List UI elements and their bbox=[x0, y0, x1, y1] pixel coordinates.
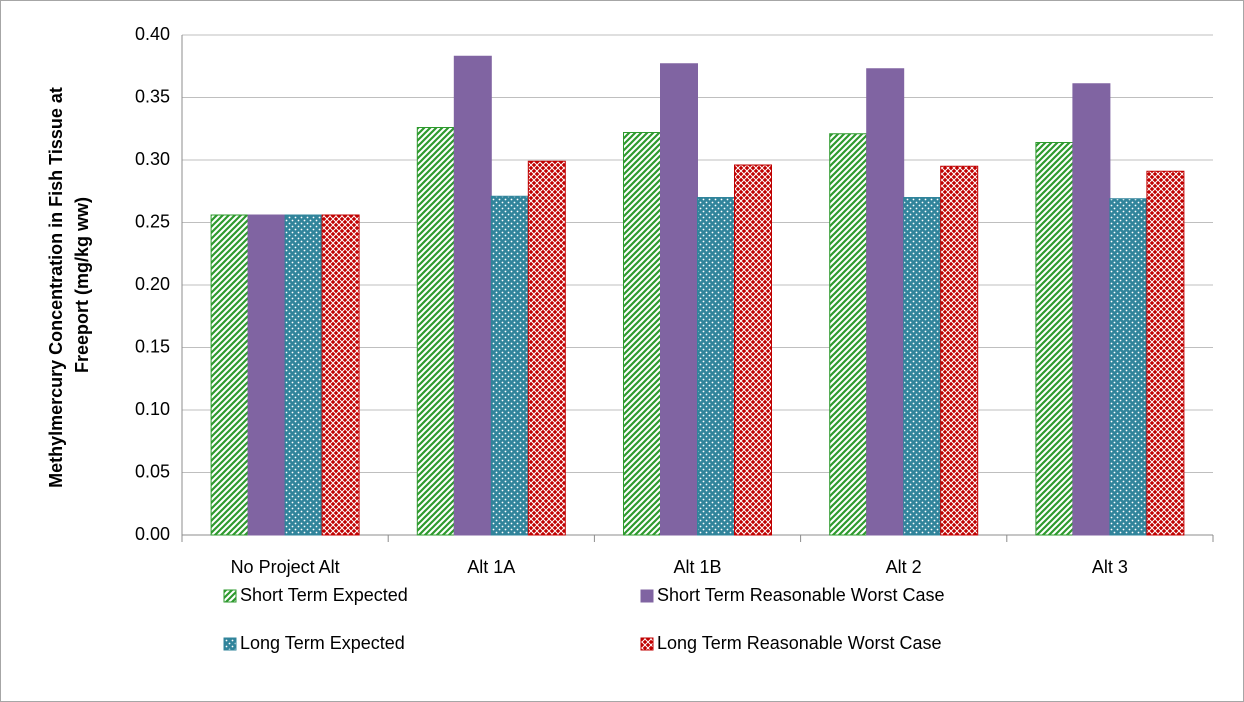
y-tick-label: 0.10 bbox=[135, 399, 170, 419]
y-axis-label-line: Methylmercury Concentration in Fish Tiss… bbox=[46, 87, 66, 488]
bar bbox=[1109, 198, 1148, 536]
legend-swatch bbox=[640, 637, 654, 651]
x-tick-label: Alt 3 bbox=[1092, 557, 1128, 577]
y-axis-label-line: Freeport (mg/kg ww) bbox=[72, 197, 92, 373]
y-tick-label: 0.35 bbox=[135, 86, 170, 106]
legend-label: Long Term Reasonable Worst Case bbox=[657, 633, 941, 653]
bar bbox=[734, 164, 772, 536]
y-tick-label: 0.00 bbox=[135, 524, 170, 544]
legend-swatch bbox=[223, 589, 237, 603]
legend-label: Short Term Reasonable Worst Case bbox=[657, 585, 944, 605]
bar bbox=[1146, 170, 1185, 536]
bar bbox=[490, 195, 529, 536]
bar bbox=[527, 160, 566, 536]
x-tick-label: Alt 1A bbox=[467, 557, 515, 577]
bar bbox=[697, 197, 735, 536]
legend-swatch bbox=[640, 589, 654, 603]
bar bbox=[247, 214, 286, 536]
bar bbox=[660, 63, 698, 536]
x-tick-label: Alt 2 bbox=[886, 557, 922, 577]
y-tick-label: 0.40 bbox=[135, 24, 170, 44]
bar bbox=[321, 214, 360, 536]
x-tick-label: No Project Alt bbox=[231, 557, 340, 577]
bar bbox=[416, 127, 455, 536]
legend-label: Short Term Expected bbox=[240, 585, 408, 605]
y-tick-label: 0.20 bbox=[135, 274, 170, 294]
bar bbox=[903, 197, 942, 536]
y-axis-label: Methylmercury Concentration in Fish Tiss… bbox=[46, 82, 92, 488]
bar bbox=[940, 165, 979, 536]
y-tick-label: 0.25 bbox=[135, 211, 170, 231]
x-tick-label: Alt 1B bbox=[673, 557, 721, 577]
y-tick-label: 0.30 bbox=[135, 149, 170, 169]
bar bbox=[623, 132, 661, 536]
bar bbox=[1072, 83, 1111, 536]
bar bbox=[1035, 142, 1074, 536]
bar bbox=[453, 55, 492, 536]
legend-swatch bbox=[223, 637, 237, 651]
bar bbox=[866, 68, 905, 536]
y-tick-label: 0.15 bbox=[135, 336, 170, 356]
bar bbox=[829, 133, 868, 536]
bar bbox=[284, 214, 323, 536]
legend-label: Long Term Expected bbox=[240, 633, 405, 653]
y-tick-label: 0.05 bbox=[135, 461, 170, 481]
bar bbox=[210, 214, 249, 536]
